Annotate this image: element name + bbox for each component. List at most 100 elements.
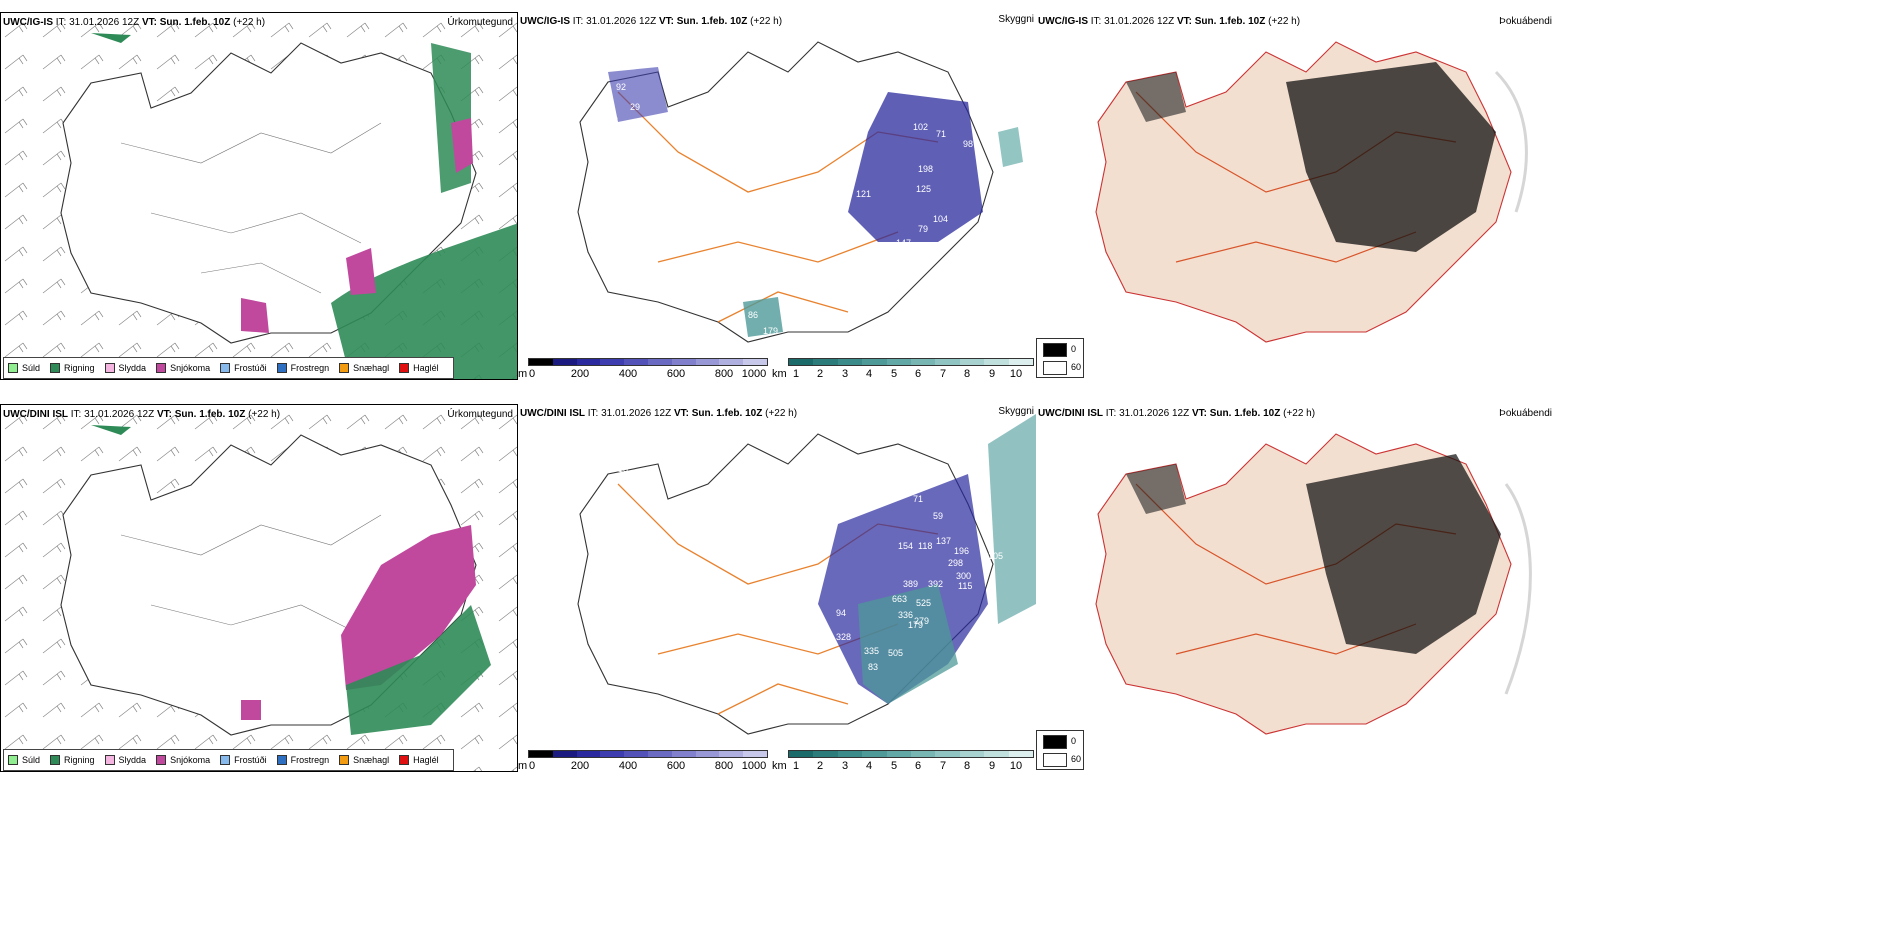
terrain-lines	[120, 514, 382, 636]
it-label: IT:	[1105, 408, 1117, 419]
snow-area	[241, 298, 269, 333]
fog-legend: 0 60	[1036, 730, 1084, 770]
lead-time: (+22 h)	[1268, 16, 1301, 27]
cloud-value: 179	[908, 620, 923, 630]
fog-area-west	[1126, 464, 1186, 514]
legend-swatch	[276, 755, 287, 765]
model-label: UWC/IG-IS	[3, 17, 53, 28]
colorbar-tick: 8	[963, 760, 971, 772]
fog-map-bottom	[1095, 433, 1532, 735]
fog-legend-label: 60	[1071, 362, 1082, 372]
legend-swatch	[8, 363, 18, 373]
visibility-area-east	[998, 127, 1023, 167]
fog-legend-label: 0	[1071, 344, 1077, 354]
panel-type-title: Þokuábendi	[1499, 408, 1552, 419]
cloud-value: 154	[898, 541, 913, 551]
it-label: IT:	[70, 409, 82, 420]
legend-swatch	[50, 755, 61, 765]
it-label: IT:	[587, 408, 599, 419]
legend-swatch	[220, 363, 231, 373]
it-label: IT:	[55, 17, 67, 28]
panel-type-title: Úrkomutegund	[447, 17, 513, 28]
precip-type-panel-bottom: UWC/DINI ISL IT: 31.01.2026 12Z VT: Sun.…	[0, 404, 518, 772]
cloud-value: 118	[918, 541, 932, 551]
visibility-area	[743, 297, 783, 337]
vt-value: Sun. 1.feb. 10Z	[174, 409, 246, 420]
colorbar-swatches	[528, 358, 768, 366]
snow-area-small	[241, 700, 261, 720]
visibility-colorbar: km 1 2 3 4 5 6 7 8 9 10	[772, 748, 1036, 772]
cloud-value: 279	[914, 616, 929, 626]
vt-value: Sun. 1.feb. 10Z	[676, 16, 748, 27]
colorbar-tick: 1	[792, 760, 800, 772]
snow-area-2	[346, 248, 376, 295]
vt-label: VT:	[673, 408, 689, 419]
vt-label: VT:	[156, 409, 172, 420]
cloud-map-top: 92 29 11 10 102 71 198 125 121 97 120 14…	[577, 41, 1023, 343]
legend-item: Haglél	[399, 755, 439, 765]
model-label: UWC/DINI ISL	[3, 409, 68, 420]
cloud-base-colorbar: m 0 200 400 600 800 1000	[518, 748, 768, 772]
colorbar-tick: 4	[865, 368, 873, 380]
colorbar-tick: 0	[528, 368, 536, 380]
colorbar-tick: 6	[914, 760, 922, 772]
legend-item: Rigning	[50, 755, 95, 765]
fog-panel-top: UWC/IG-IS IT: 31.01.2026 12Z VT: Sun. 1.…	[1036, 12, 1556, 380]
legend-swatch	[50, 363, 61, 373]
cloud-value: 15	[618, 464, 628, 474]
cloud-value-labels: 15 25 71 59 154 118 137 196 298 300 392 …	[618, 464, 1003, 718]
legend-swatch	[339, 363, 350, 373]
legend-swatch	[8, 755, 18, 765]
it-value: 31.01.2026 12Z	[1119, 408, 1190, 419]
legend-swatch	[156, 363, 167, 373]
cloud-value: 97	[861, 234, 871, 244]
colorbar-tick: 10	[1009, 368, 1023, 380]
cloud-value: 102	[913, 122, 928, 132]
legend-item: Frostúði	[220, 363, 267, 373]
legend-item: Frostúði	[220, 755, 267, 765]
cloud-value: 11	[610, 116, 619, 126]
fog-map-top	[1095, 41, 1528, 343]
legend-swatch	[399, 363, 410, 373]
cloud-value: 71	[913, 494, 923, 504]
it-label: IT:	[1090, 16, 1102, 27]
cloud-value: 392	[928, 579, 943, 589]
colorbar-tick: 200	[570, 760, 590, 772]
cloud-value: 59	[933, 511, 943, 521]
it-value: 31.01.2026 12Z	[84, 409, 155, 420]
colorbar-unit: m	[518, 368, 528, 380]
lead-time: (+22 h)	[1283, 408, 1316, 419]
model-label: UWC/IG-IS	[520, 16, 570, 27]
fog-legend-label: 60	[1071, 754, 1082, 764]
colorbar-tick: 7	[939, 368, 947, 380]
fog-legend-swatch	[1043, 361, 1067, 375]
cloud-value: 505	[888, 648, 903, 658]
colorbar-tick: 400	[618, 368, 638, 380]
visibility-area	[858, 584, 958, 704]
colorbar-unit: km	[772, 760, 787, 772]
panel-header: UWC/IG-IS IT: 31.01.2026 12Z VT: Sun. 1.…	[3, 17, 265, 28]
panel-type-title: Skyggni	[998, 406, 1034, 417]
cloud-value: 92	[616, 82, 626, 92]
low-cloud-area	[848, 92, 983, 242]
cloud-value: 83	[868, 662, 878, 672]
precip-legend: Súld Rigning Slydda Snjókoma Frostúði Fr…	[3, 357, 454, 379]
snow-area-3	[451, 118, 473, 173]
it-label: IT:	[572, 16, 584, 27]
visibility-colorbar: km 1 2 3 4 5 6 7 8 9 10	[772, 356, 1036, 380]
vt-label: VT:	[1176, 16, 1192, 27]
legend-swatch	[339, 755, 350, 765]
vt-value: Sun. 1.feb. 10Z	[691, 408, 763, 419]
colorbar-unit: m	[518, 760, 528, 772]
precip-type-panel-top: UWC/IG-IS IT: 31.01.2026 12Z VT: Sun. 1.…	[0, 12, 518, 380]
colorbar-tick: 5	[890, 368, 898, 380]
colorbar-tick: 800	[714, 760, 734, 772]
cloud-value: 226	[866, 286, 881, 296]
cloud-value: 663	[892, 594, 907, 604]
colorbar-tick: 6	[914, 368, 922, 380]
legend-swatch	[220, 755, 231, 765]
legend-swatch	[156, 755, 167, 765]
panel-header: UWC/IG-IS IT: 31.01.2026 12Z VT: Sun. 1.…	[520, 16, 782, 27]
colorbar-tick: 200	[570, 368, 590, 380]
colorbar-tick: 4	[865, 760, 873, 772]
